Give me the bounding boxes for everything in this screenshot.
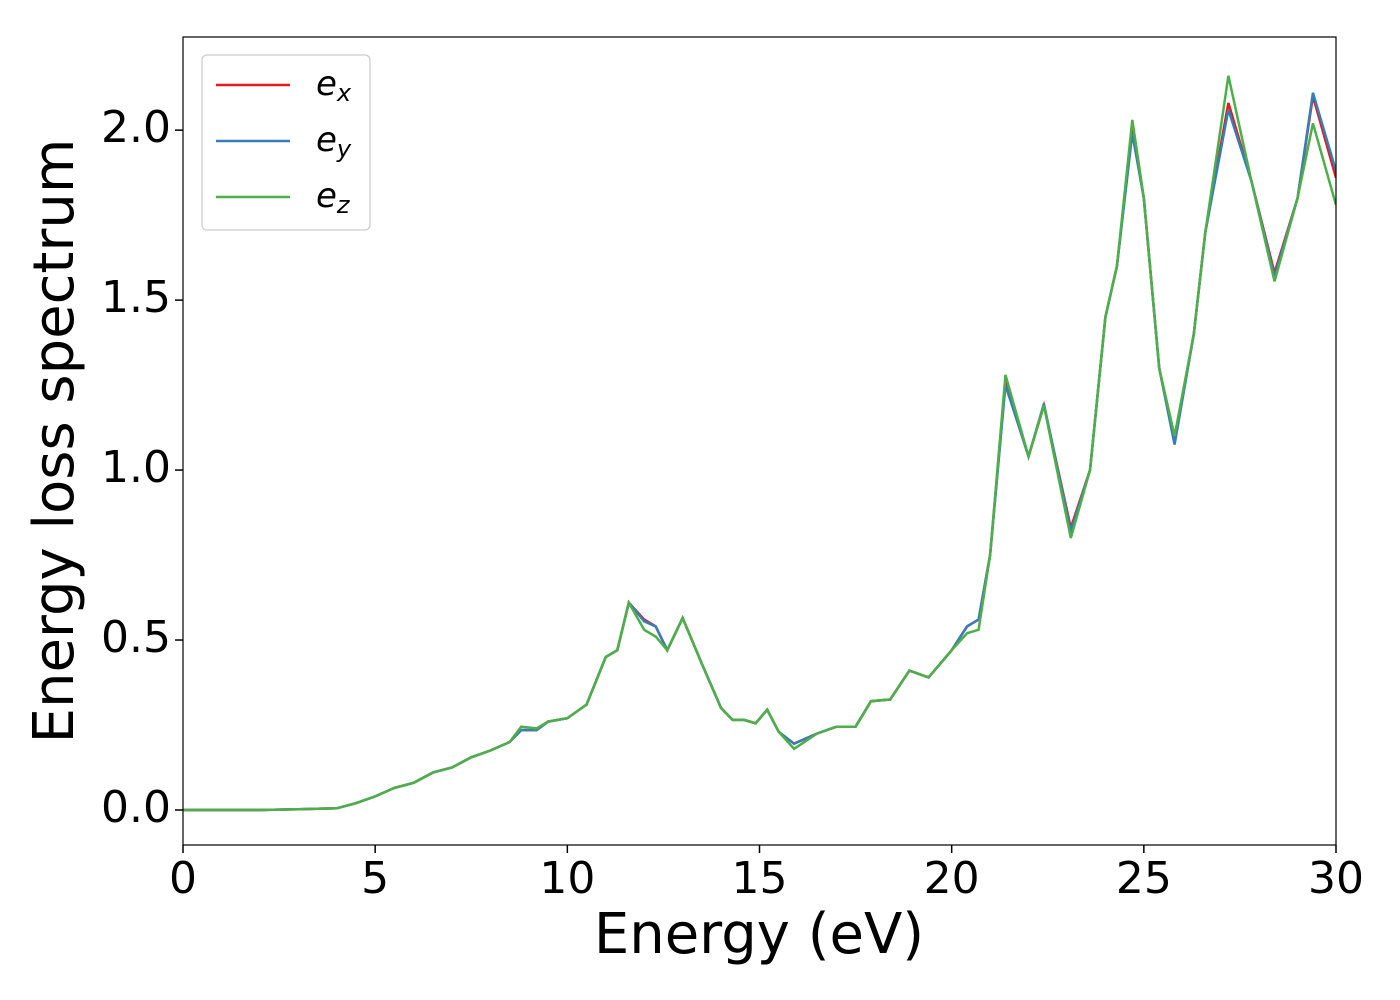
legend-box (201, 54, 371, 231)
legend-label: ey (316, 120, 352, 164)
y-tick-label: 0.5 (101, 612, 171, 663)
legend-label: ez (316, 176, 351, 220)
x-tick-label: 20 (924, 853, 980, 904)
y-tick-label: 1.0 (101, 442, 171, 493)
legend-label: ex (316, 64, 352, 108)
x-tick-label: 30 (1308, 853, 1364, 904)
x-tick-label: 10 (539, 853, 595, 904)
y-tick-label: 1.5 (101, 272, 171, 323)
x-tick-label: 0 (169, 853, 197, 904)
x-axis-label: Energy (eV) (594, 902, 924, 967)
series-line (183, 75, 1336, 812)
x-tick-label: 25 (1116, 853, 1172, 904)
y-tick-label: 0.0 (101, 782, 171, 833)
plot-frame (182, 36, 1337, 846)
x-tick-label: 15 (732, 853, 788, 904)
y-tick-label: 2.0 (101, 102, 171, 153)
x-tick-label: 5 (361, 853, 389, 904)
y-axis-label: Energy loss spectrum (22, 139, 87, 744)
